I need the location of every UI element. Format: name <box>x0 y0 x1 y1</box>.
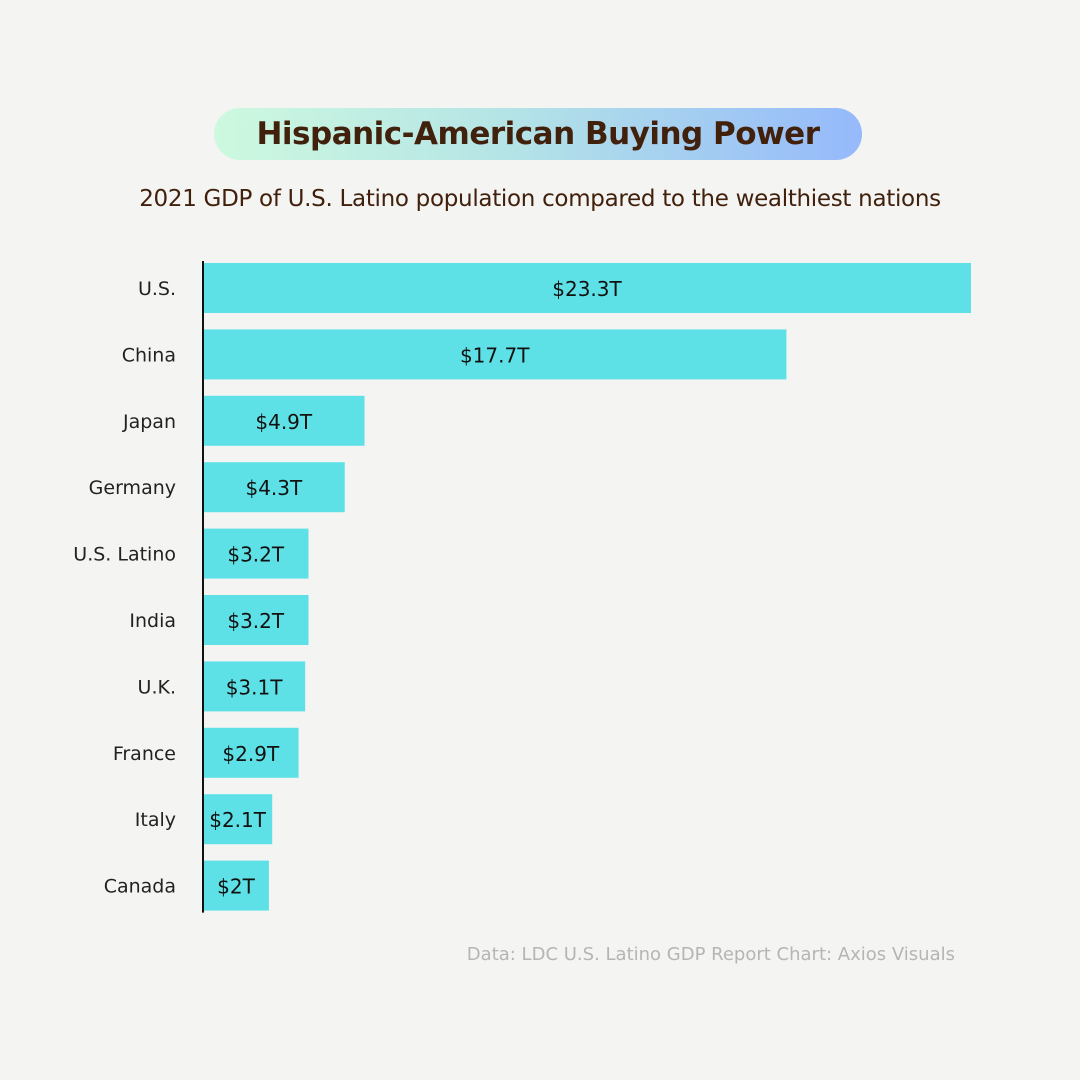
data-label: $4.3T <box>245 476 303 500</box>
data-label: $23.3T <box>552 277 622 301</box>
data-label: $17.7T <box>460 343 530 367</box>
data-label: $2.9T <box>222 742 280 766</box>
bar-5 <box>203 595 309 645</box>
category-label: India <box>129 610 176 632</box>
bar-2 <box>203 395 365 446</box>
bar-8 <box>203 794 273 845</box>
data-label: $3.2T <box>227 543 285 567</box>
data-label: $2.1T <box>209 808 267 832</box>
category-label: Germany <box>89 477 176 499</box>
category-label: France <box>113 743 176 765</box>
category-label: Canada <box>104 876 176 898</box>
bar-1 <box>203 329 787 380</box>
data-label: $3.1T <box>226 675 284 699</box>
category-label: U.S. <box>138 278 176 300</box>
category-label: China <box>122 344 176 366</box>
source-note: Data: LDC U.S. Latino GDP Report Chart: … <box>466 944 955 965</box>
bar-7 <box>203 727 299 778</box>
bar-3 <box>203 462 345 513</box>
bar-4 <box>203 528 309 579</box>
chart-title: Hispanic-American Buying Power <box>256 116 820 152</box>
category-label: Japan <box>122 411 176 433</box>
title-banner: Hispanic-American Buying Power <box>214 108 862 160</box>
data-label: $4.9T <box>255 410 313 434</box>
bar-9 <box>203 860 269 911</box>
bar-0 <box>203 263 971 313</box>
category-label: U.S. Latino <box>73 544 176 566</box>
category-label: U.K. <box>138 676 176 698</box>
category-label: Italy <box>135 809 176 831</box>
bar-6 <box>203 661 306 712</box>
chart-subtitle: 2021 GDP of U.S. Latino population compa… <box>139 186 941 212</box>
data-label: $2T <box>217 875 255 899</box>
data-label: $3.2T <box>227 609 285 633</box>
